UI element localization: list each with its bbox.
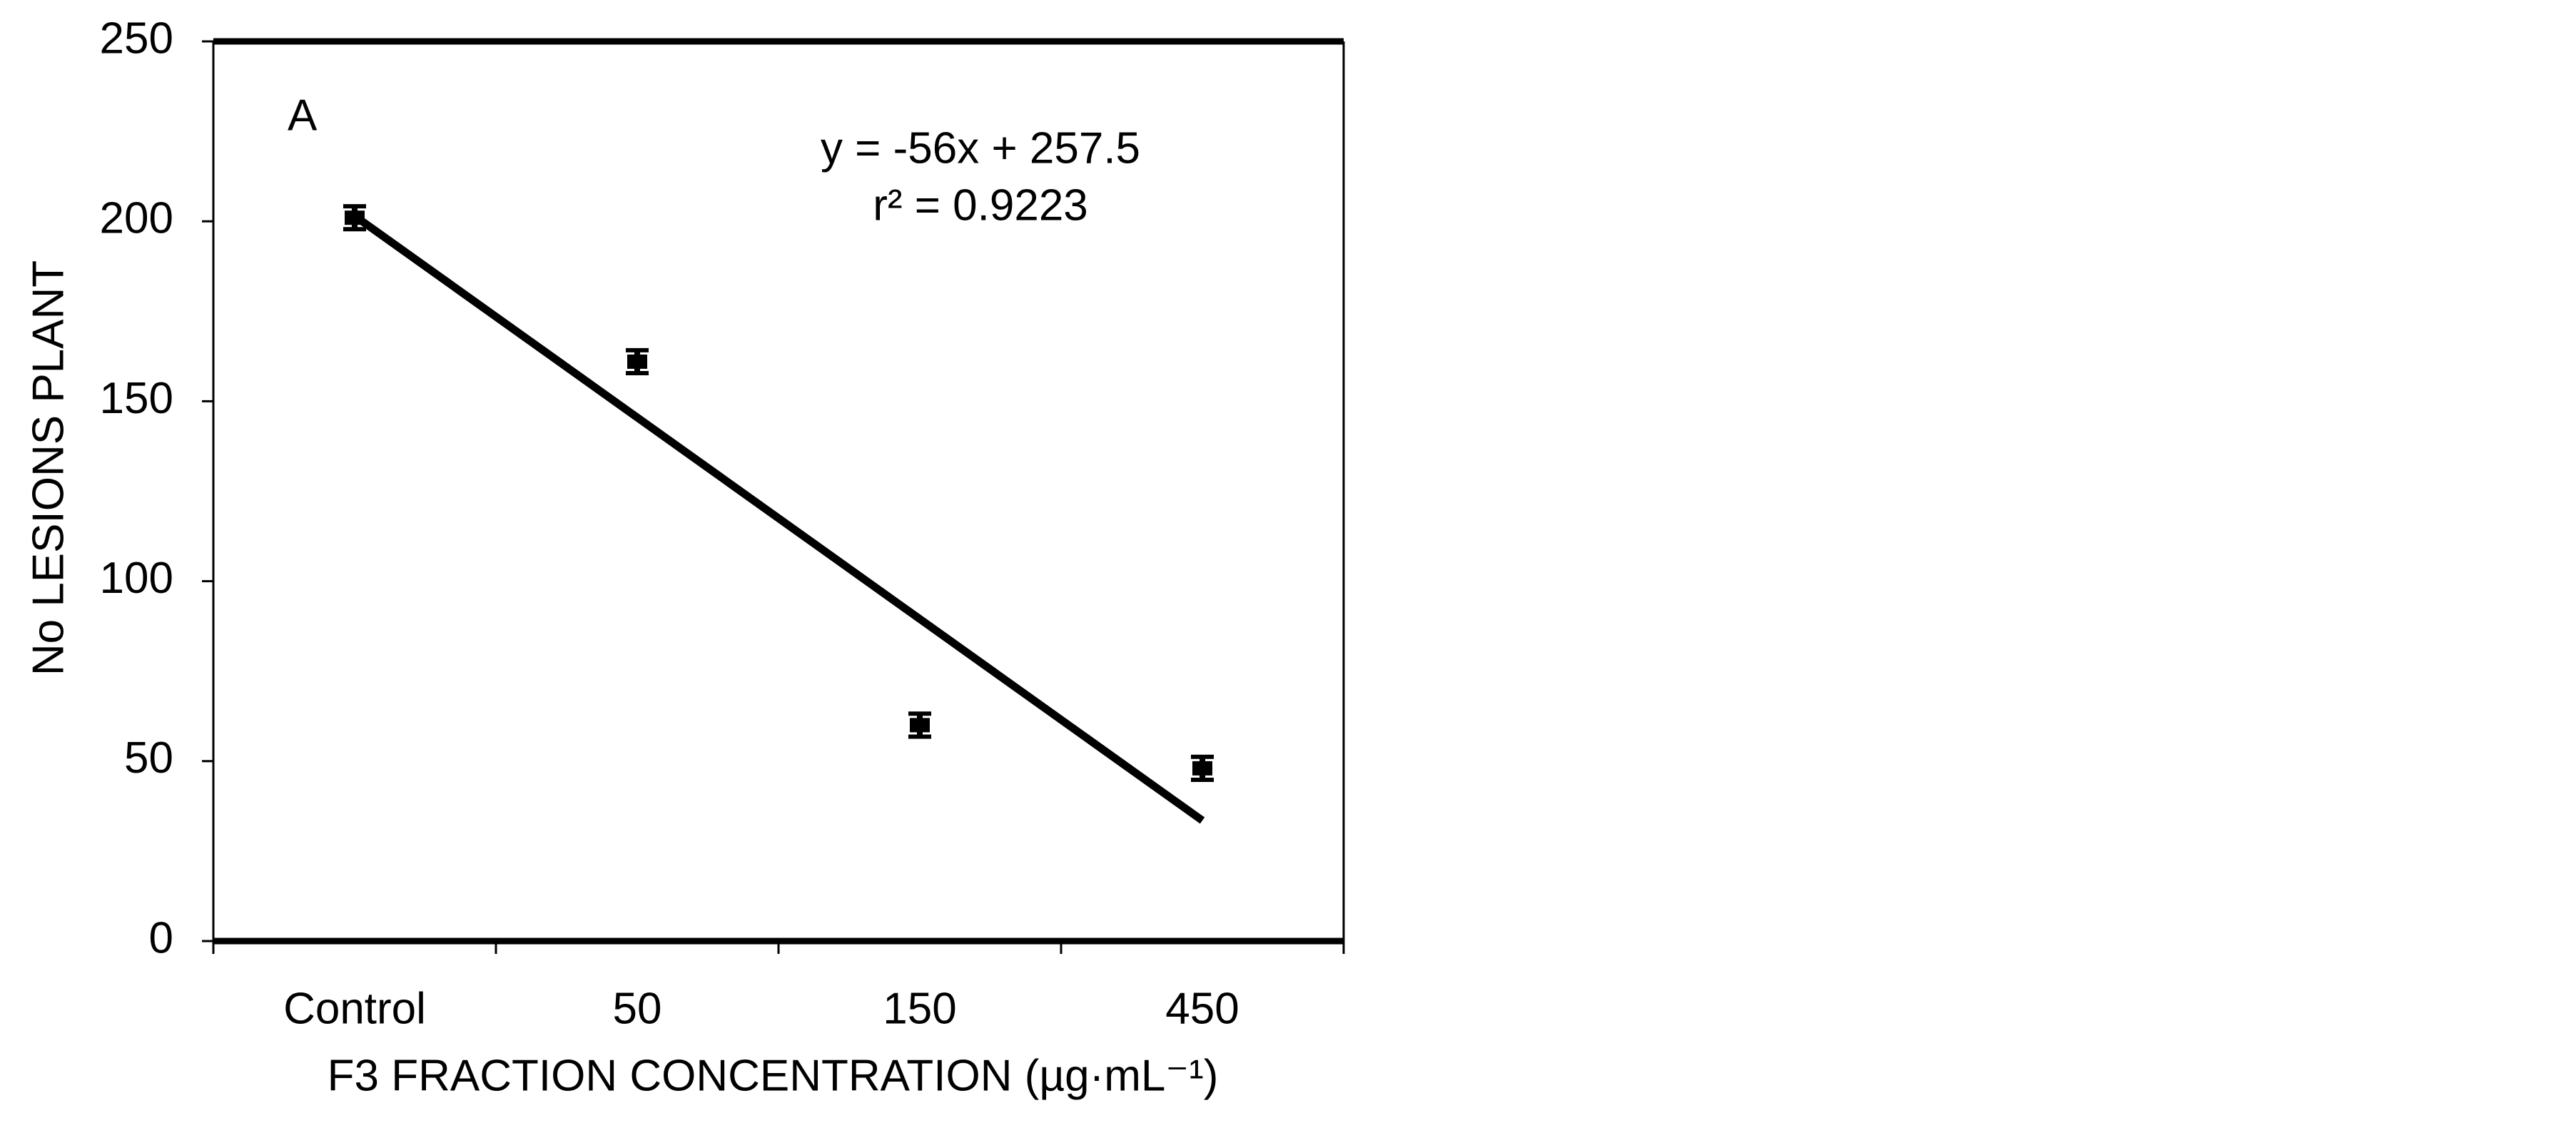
data-point [910, 718, 930, 733]
x-axis-label: F3 FRACTION CONCENTRATION (µg·mL⁻¹) [328, 1051, 1219, 1100]
y-axis-label: No LESIONS PLANT [24, 260, 73, 676]
r-squared: r² = 0.9223 [873, 181, 1088, 230]
x-tick-label: 150 [883, 984, 956, 1033]
equation: y = -56x + 257.5 [821, 123, 1140, 173]
y-tick-label: 150 [100, 374, 173, 423]
y-tick-label: 200 [100, 194, 173, 243]
x-tick-label: Control [283, 984, 426, 1033]
data-point [345, 210, 365, 225]
trend-line [352, 213, 1205, 824]
y-tick-label: 50 [124, 733, 173, 783]
y-tick-label: 0 [149, 913, 173, 962]
y-tick-label: 100 [100, 554, 173, 603]
x-tick-label: 50 [613, 984, 662, 1033]
data-point [627, 354, 647, 369]
x-tick-label: 450 [1165, 984, 1239, 1033]
panel-label: A [288, 91, 318, 140]
y-tick-label: 250 [100, 14, 173, 63]
data-point [1192, 761, 1212, 776]
